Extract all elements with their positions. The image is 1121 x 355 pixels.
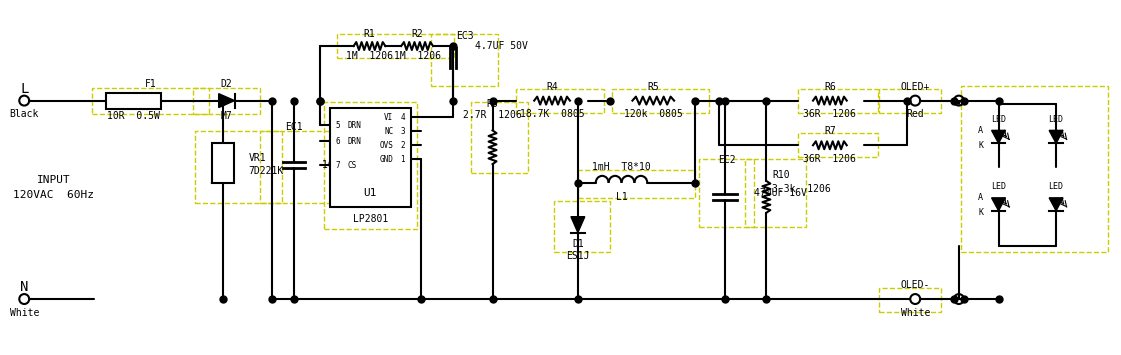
Text: 4.7UF 50V: 4.7UF 50V [474, 41, 528, 51]
Text: VR1: VR1 [249, 153, 266, 163]
Text: D2: D2 [221, 79, 232, 89]
Text: L: L [20, 82, 28, 96]
Text: OLED+: OLED+ [900, 82, 930, 92]
Polygon shape [1049, 130, 1063, 143]
Text: D1: D1 [572, 240, 584, 250]
Text: K: K [979, 141, 983, 150]
Text: R2: R2 [411, 29, 423, 39]
Text: 18.7K  0805: 18.7K 0805 [520, 109, 584, 120]
Text: LED: LED [991, 115, 1006, 124]
Text: White: White [10, 308, 39, 318]
Text: White: White [900, 308, 930, 318]
Text: 2: 2 [400, 141, 405, 150]
Polygon shape [571, 217, 585, 233]
Text: VI: VI [385, 113, 393, 122]
Text: LP2801: LP2801 [353, 214, 388, 224]
Bar [554, 201, 610, 252]
Text: 10R  0.5W: 10R 0.5W [106, 111, 160, 121]
Bar [195, 131, 282, 203]
Text: LED: LED [991, 182, 1006, 191]
Text: INPUT: INPUT [37, 175, 71, 185]
Bar [471, 102, 528, 173]
Text: 1M  1206: 1M 1206 [393, 51, 441, 61]
Bar [744, 159, 806, 226]
Text: R3: R3 [487, 99, 499, 109]
Text: 6: 6 [336, 137, 341, 146]
Bar [612, 89, 708, 113]
Text: EC1: EC1 [285, 122, 303, 132]
Text: CS: CS [348, 160, 356, 170]
Bar [193, 88, 260, 114]
Text: 4: 4 [400, 113, 405, 122]
Text: 7: 7 [336, 160, 341, 170]
Bar [577, 170, 695, 198]
Text: ES1J: ES1J [566, 251, 590, 261]
Text: R6: R6 [824, 82, 836, 92]
Polygon shape [1049, 198, 1063, 211]
Bar [212, 143, 233, 183]
Text: K: K [979, 208, 983, 217]
Text: DRN: DRN [348, 137, 362, 146]
Text: Black: Black [10, 109, 39, 120]
Text: F1: F1 [146, 79, 157, 89]
Polygon shape [992, 130, 1006, 143]
Bar [880, 89, 941, 113]
Polygon shape [219, 94, 234, 108]
Text: M7: M7 [221, 111, 232, 121]
Text: NC: NC [385, 127, 393, 136]
Text: 36R  1206: 36R 1206 [804, 154, 856, 164]
Text: 1: 1 [400, 155, 405, 164]
Text: R5: R5 [648, 82, 659, 92]
Text: 1mH  T8*10: 1mH T8*10 [592, 162, 651, 172]
Text: R1: R1 [363, 29, 376, 39]
Text: EC2: EC2 [717, 155, 735, 165]
Text: R4: R4 [546, 82, 558, 92]
Text: R7: R7 [824, 126, 836, 136]
Bar [798, 89, 878, 113]
Bar [880, 288, 941, 312]
Bar [92, 88, 209, 114]
Text: A: A [979, 193, 983, 202]
Bar [336, 34, 454, 58]
Text: U1: U1 [363, 188, 378, 198]
Bar [430, 34, 499, 86]
Text: R10: R10 [772, 170, 790, 180]
Bar [260, 131, 332, 203]
Text: 2.7R  1206: 2.7R 1206 [463, 110, 522, 120]
Text: L1: L1 [615, 192, 628, 202]
Text: 3.3k  1206: 3.3k 1206 [772, 184, 831, 194]
Text: 36R  1206: 36R 1206 [804, 109, 856, 120]
Bar [961, 86, 1108, 252]
Text: 10UF 250V: 10UF 250V [322, 160, 374, 170]
Bar [698, 159, 754, 226]
Text: 120k  0805: 120k 0805 [624, 109, 683, 120]
Text: GND: GND [379, 155, 393, 164]
Text: 1M  1206: 1M 1206 [346, 51, 393, 61]
Text: LED: LED [1048, 182, 1064, 191]
Text: EC3: EC3 [456, 31, 473, 41]
Text: 470UF 16V: 470UF 16V [754, 188, 807, 198]
Bar [798, 133, 878, 157]
Text: 120VAC  60Hz: 120VAC 60Hz [13, 190, 94, 200]
Bar [105, 93, 161, 109]
Bar [324, 102, 417, 229]
Bar [517, 89, 604, 113]
Text: 7D221K: 7D221K [249, 166, 284, 176]
Text: Red: Red [907, 109, 924, 120]
Text: OLED-: OLED- [900, 280, 930, 290]
Text: DRN: DRN [348, 121, 362, 130]
Bar [330, 108, 411, 207]
Text: OVS: OVS [379, 141, 393, 150]
Text: 3: 3 [400, 127, 405, 136]
Text: A: A [979, 126, 983, 135]
Text: LED: LED [1048, 115, 1064, 124]
Polygon shape [992, 198, 1006, 211]
Text: N: N [20, 280, 28, 294]
Text: 5: 5 [336, 121, 341, 130]
